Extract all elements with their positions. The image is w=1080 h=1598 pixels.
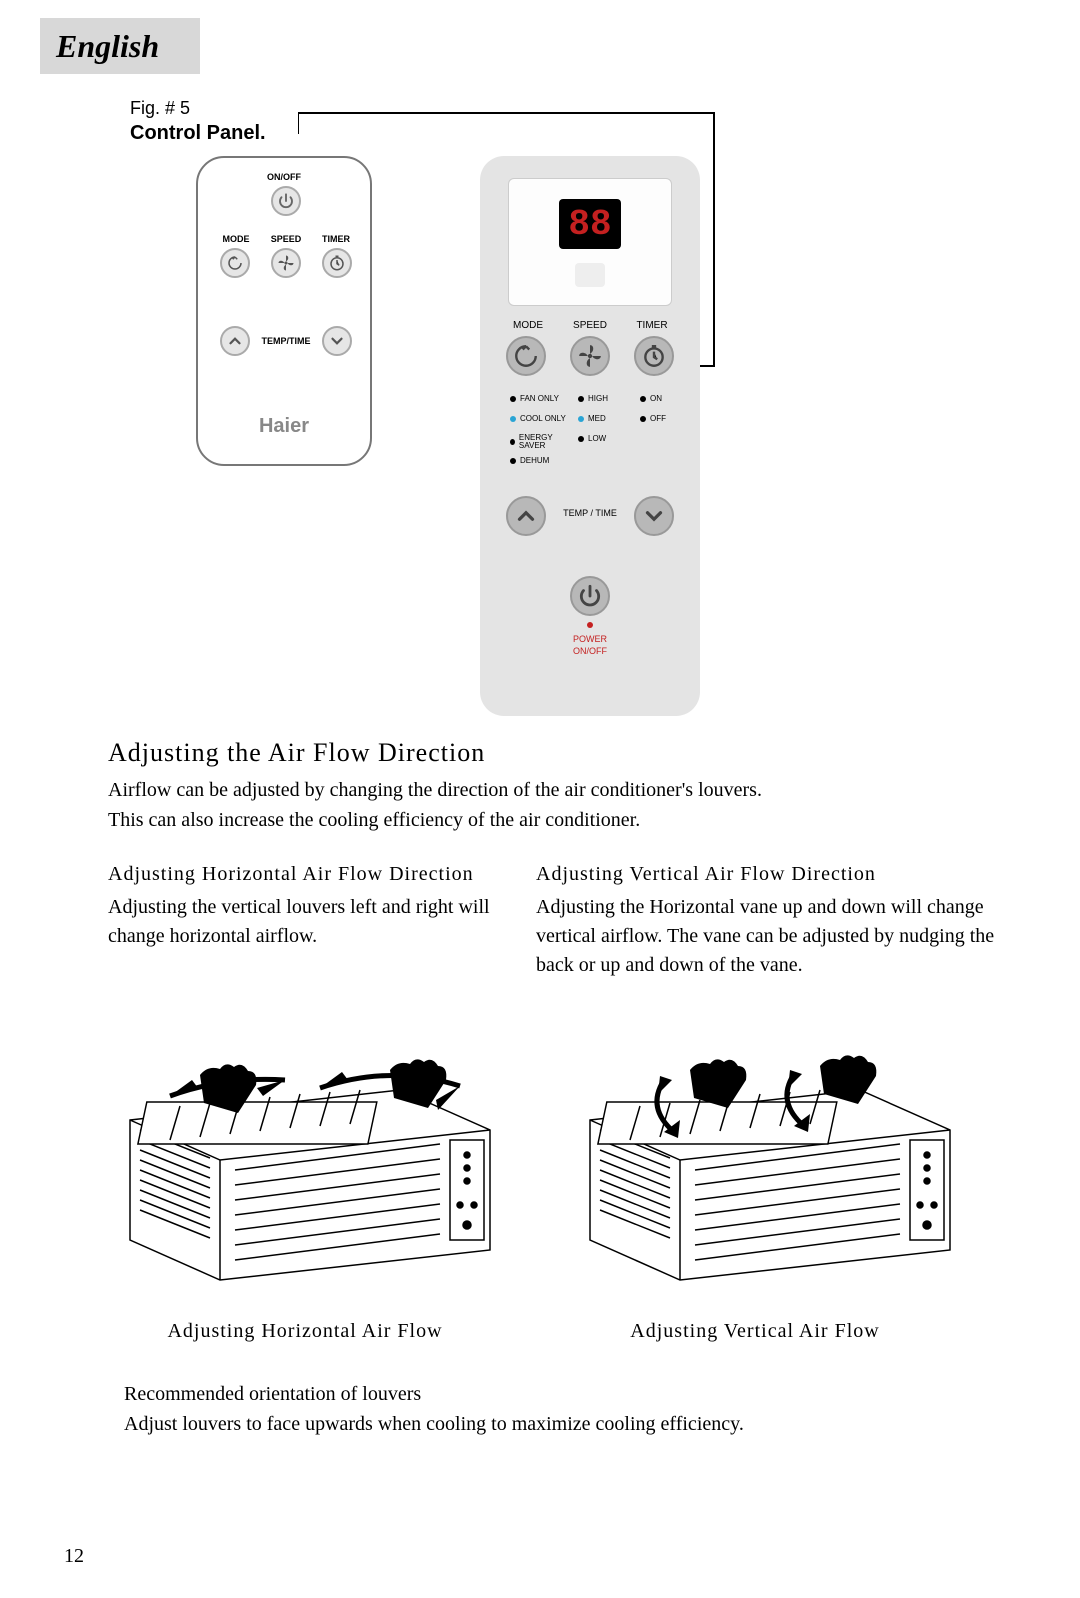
vert-body: Adjusting the Horizontal vane up and dow… — [536, 893, 996, 980]
panel-timer-label: TIMER — [626, 320, 678, 331]
remote-timer-button[interactable] — [322, 248, 352, 278]
panel-speed-label: SPEED — [564, 320, 616, 331]
clock-icon — [641, 343, 667, 369]
vert-heading: Adjusting Vertical Air Flow Direction — [536, 860, 996, 889]
led-icon — [510, 396, 516, 402]
caption-vertical: Adjusting Vertical Air Flow — [590, 1320, 920, 1343]
intro-p1: Airflow can be adjusted by changing the … — [108, 776, 988, 805]
panel-timer-button[interactable] — [634, 336, 674, 376]
fan-icon — [277, 254, 295, 272]
chevron-up-icon — [226, 332, 244, 350]
remote-brand: Haier — [198, 415, 370, 438]
language-tab: English — [40, 18, 200, 74]
panel-mode-label: MODE — [502, 320, 554, 331]
segment-display: 88 — [559, 199, 621, 249]
ac-illustration-horizontal — [100, 1040, 510, 1290]
clock-icon — [328, 254, 346, 272]
remote-temp-up-button[interactable] — [220, 326, 250, 356]
figure-label: Fig. # 5 — [130, 98, 190, 119]
chevron-down-icon — [641, 503, 667, 529]
remote-temp-down-button[interactable] — [322, 326, 352, 356]
airflow-heading: Adjusting the Air Flow Direction — [108, 738, 485, 768]
remote-speed-label: SPEED — [266, 234, 306, 244]
led-icon — [640, 396, 646, 402]
led-high: HIGH — [588, 394, 608, 403]
panel-temp-up-button[interactable] — [506, 496, 546, 536]
remote-mode-label: MODE — [216, 234, 256, 244]
ir-sensor — [575, 263, 605, 287]
remote-mode-button[interactable] — [220, 248, 250, 278]
panel-power-button[interactable] — [570, 576, 610, 616]
remote-temptime-label: TEMP/TIME — [256, 336, 316, 346]
remote-onoff-label: ON/OFF — [198, 172, 370, 182]
power-icon — [277, 192, 295, 210]
panel-mode-button[interactable] — [506, 336, 546, 376]
led-energysaver: ENERGY SAVER — [519, 434, 570, 450]
panel-power-label1: POWER — [480, 634, 700, 644]
horiz-body: Adjusting the vertical louvers left and … — [108, 893, 508, 951]
led-icon — [578, 436, 584, 442]
page-number: 12 — [64, 1545, 84, 1568]
led-icon — [510, 458, 516, 464]
power-led-icon — [587, 622, 593, 628]
rec-heading: Recommended orientation of louvers — [124, 1380, 1004, 1409]
panel-temptime-label: TEMP / TIME — [556, 508, 624, 518]
fan-icon — [577, 343, 603, 369]
led-on: ON — [650, 394, 662, 403]
remote-timer-label: TIMER — [316, 234, 356, 244]
led-fanonly: FAN ONLY — [520, 394, 559, 403]
led-low: LOW — [588, 434, 606, 443]
led-coolonly: COOL ONLY — [520, 414, 566, 423]
led-icon — [578, 396, 584, 402]
led-icon — [510, 439, 515, 445]
caption-horizontal: Adjusting Horizontal Air Flow — [140, 1320, 470, 1343]
chevron-down-icon — [328, 332, 346, 350]
panel-power-label2: ON/OFF — [480, 646, 700, 656]
power-icon — [577, 583, 603, 609]
section-title: Control Panel. — [130, 122, 266, 145]
led-med: MED — [588, 414, 606, 423]
mode-icon — [226, 254, 244, 272]
panel-speed-button[interactable] — [570, 336, 610, 376]
led-icon — [640, 416, 646, 422]
remote-control: ON/OFF MODE SPEED TIMER TEMP/TIME Haier — [196, 156, 372, 466]
chevron-up-icon — [513, 503, 539, 529]
led-icon — [510, 416, 516, 422]
horiz-heading: Adjusting Horizontal Air Flow Direction — [108, 860, 508, 889]
panel-display: 88 — [508, 178, 672, 306]
intro-p2: This can also increase the cooling effic… — [108, 806, 988, 835]
ac-illustration-vertical — [560, 1040, 970, 1290]
led-off: OFF — [650, 414, 666, 423]
remote-power-button[interactable] — [271, 186, 301, 216]
control-panel: 88 MODE SPEED TIMER FAN ONLY HIGH ON COO… — [480, 156, 700, 716]
remote-speed-button[interactable] — [271, 248, 301, 278]
led-icon — [578, 416, 584, 422]
rec-body: Adjust louvers to face upwards when cool… — [124, 1410, 1004, 1439]
panel-temp-down-button[interactable] — [634, 496, 674, 536]
led-dehum: DEHUM — [520, 456, 549, 465]
language-label: English — [56, 28, 159, 65]
mode-icon — [513, 343, 539, 369]
